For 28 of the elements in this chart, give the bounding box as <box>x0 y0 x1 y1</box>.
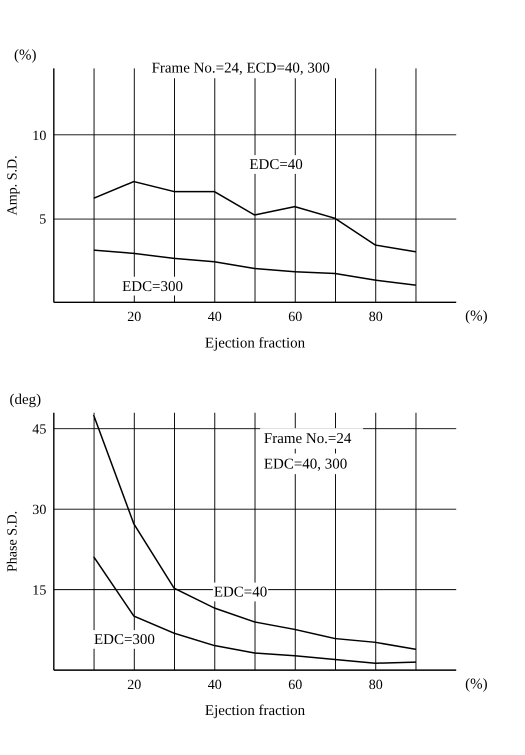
y-tick-label: 5 <box>39 211 46 228</box>
text: (deg) <box>9 392 42 408</box>
x-tick-label: 40 <box>208 676 222 693</box>
series-label: EDC=300 <box>94 632 155 648</box>
text: (%) <box>465 308 488 325</box>
text: (%) <box>465 676 488 692</box>
x-tick-label: 60 <box>288 309 302 326</box>
x-tick-label: 20 <box>127 676 142 693</box>
x-tick-label: 60 <box>288 676 302 693</box>
y-tick-label: 45 <box>32 422 46 438</box>
x-tick-label: 20 <box>127 309 142 326</box>
annotation: EDC=40, 300 <box>264 456 348 472</box>
x-tick-label: 80 <box>368 309 383 326</box>
series-label: EDC=40 <box>214 584 268 601</box>
x-axis-title: Ejection fraction <box>204 335 306 352</box>
x-tick-label: 40 <box>208 309 222 326</box>
y-tick-label: 15 <box>32 582 46 598</box>
x-axis-title: Ejection fraction <box>204 703 306 720</box>
x-tick-label: 80 <box>368 676 383 693</box>
y-tick-label: 10 <box>32 128 46 144</box>
y-axis-title: Amp. S.D. <box>4 155 20 216</box>
series-label: EDC=300 <box>122 278 183 295</box>
y-tick-label: 30 <box>32 502 46 518</box>
text: (%) <box>14 47 36 64</box>
text: EDC=40 <box>249 157 303 174</box>
y-axis-title: Phase S.D. <box>4 510 20 572</box>
annotation: Frame No.=24 <box>264 431 352 448</box>
annotation: Frame No.=24, ECD=40, 300 <box>152 60 330 77</box>
